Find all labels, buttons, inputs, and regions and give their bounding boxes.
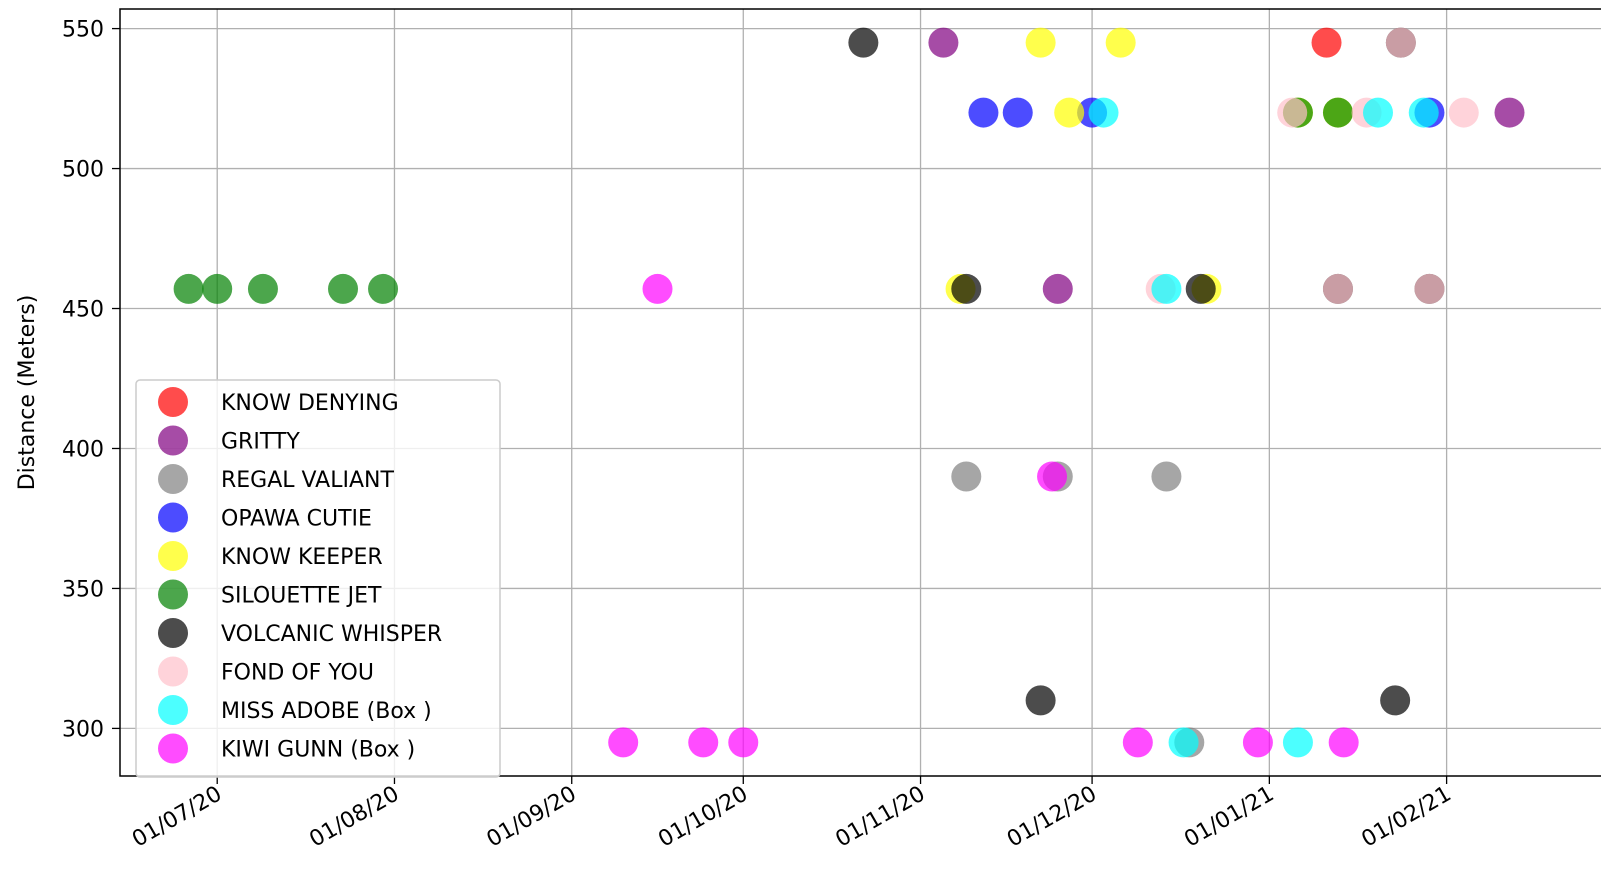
y-tick-label: 450 [62,298,104,323]
data-point [642,273,673,304]
x-tick-label: 01/10/20 [654,782,752,853]
data-point [328,273,359,304]
x-axis-ticks: 01/07/20 01/08/20 01/09/20 01/10/20 01/11/20… [128,776,1456,853]
legend: KNOW DENYING GRITTY REGAL VALIANT OPAWA CUT… [135,379,501,778]
data-point [247,273,278,304]
data-point [1168,727,1199,758]
data-point [1151,273,1182,304]
data-point [1042,273,1073,304]
data-point [1122,727,1153,758]
legend-marker [158,733,188,764]
legend-label: GRITTY [221,430,300,455]
data-point [688,727,719,758]
y-axis-ticks: 300 350 400 450 500 550 [62,18,120,742]
legend-marker [158,464,188,494]
data-point [1448,97,1479,128]
data-point [1380,685,1411,716]
x-tick-label: 01/02/21 [1358,782,1456,853]
data-point [1088,97,1119,128]
data-point [1322,97,1353,128]
data-point [1385,27,1416,58]
data-point [202,273,233,304]
legend-label: KNOW DENYING [221,391,399,416]
y-axis-label: Distance (Meters) [15,295,40,491]
data-point [173,273,204,304]
data-point [1311,27,1342,58]
data-point [1414,273,1445,304]
x-tick-label: 01/12/20 [1003,782,1101,853]
data-point [1322,273,1353,304]
legend-marker [158,579,188,610]
x-tick-label: 01/11/20 [831,782,929,853]
x-tick-label: 01/07/20 [128,782,226,853]
data-point [1025,685,1056,716]
x-tick-label: 01/08/20 [305,782,403,853]
y-tick-label: 350 [62,577,104,602]
data-point [1185,273,1216,304]
data-point [951,273,982,304]
legend-items: KNOW DENYING GRITTY REGAL VALIANT OPAWA CUT… [158,387,442,764]
legend-label: VOLCANIC WHISPER [221,622,442,647]
data-point [1282,727,1313,758]
legend-marker [158,618,188,648]
data-point [1494,97,1525,128]
x-tick-label: 01/01/21 [1180,782,1278,853]
legend-marker [158,695,188,725]
data-point [968,97,999,128]
y-tick-label: 400 [62,437,104,462]
legend-label: FOND OF YOU [221,661,374,686]
legend-marker [158,502,188,533]
data-point [1025,27,1056,58]
y-tick-label: 550 [62,18,104,43]
legend-label: OPAWA CUTIE [221,507,372,532]
legend-label: REGAL VALIANT [221,468,394,493]
data-point [368,273,399,304]
data-point [1054,97,1085,128]
data-point [1328,727,1359,758]
data-point [1277,97,1308,128]
data-point [1151,461,1182,492]
plot-frame [119,8,1601,777]
data-points [173,27,1525,758]
data-point [1002,97,1033,128]
data-point [1242,727,1273,758]
legend-label: SILOUETTE JET [221,584,382,609]
legend-label: KNOW KEEPER [221,545,383,570]
y-tick-label: 500 [62,158,104,183]
y-tick-label: 300 [62,717,104,742]
legend-marker [158,387,188,417]
data-point [848,27,879,58]
legend-marker [158,425,188,456]
data-point [1105,27,1136,58]
data-point [1362,97,1393,128]
legend-box [135,379,501,778]
data-point [608,727,639,758]
data-point [1408,97,1439,128]
x-tick-label: 01/09/20 [483,782,581,853]
data-point [951,461,982,492]
data-point [928,27,959,58]
data-point [728,727,759,758]
data-point [1037,461,1068,492]
legend-label: KIWI GUNN (Box ) [221,738,415,763]
legend-marker [158,541,188,571]
legend-label: MISS ADOBE (Box ) [221,699,432,724]
legend-marker [158,656,188,687]
